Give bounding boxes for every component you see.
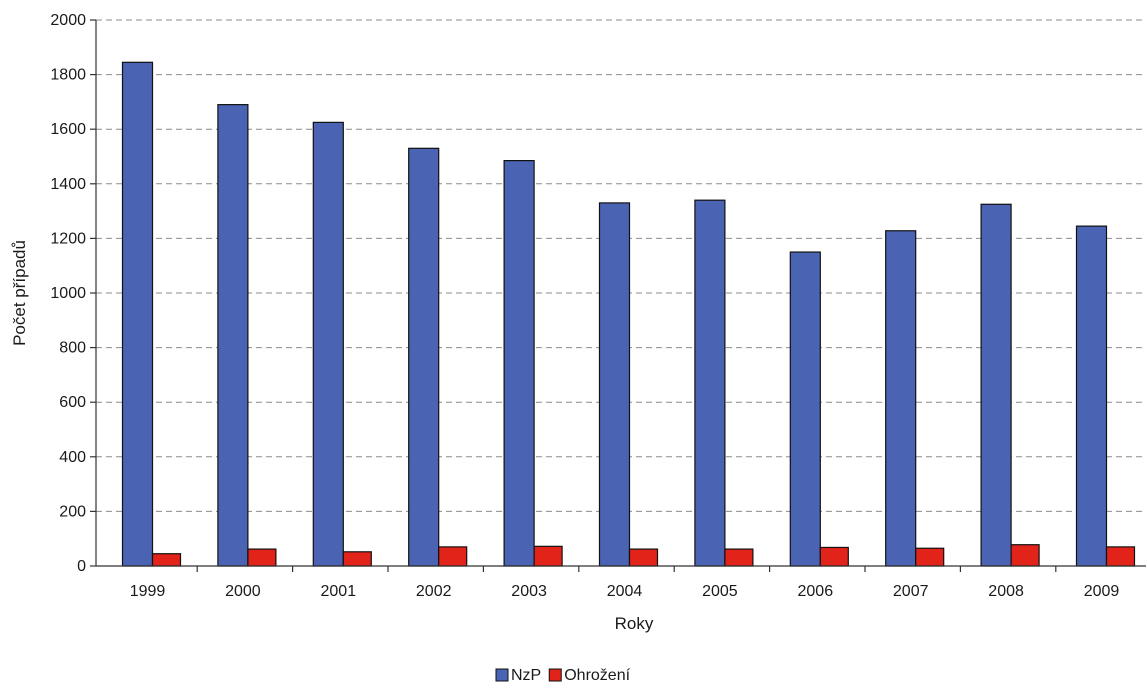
- legend-label-0: NzP: [511, 667, 541, 684]
- bar-ohrozeni-2002: [438, 546, 468, 567]
- legend-label-1: Ohrožení: [564, 667, 630, 684]
- y-tick-label: 600: [59, 394, 86, 411]
- bar-nzp-2000: [217, 104, 249, 567]
- axes: [90, 19, 1146, 572]
- y-tick-label: 800: [59, 340, 86, 357]
- x-tick-label: 2008: [988, 583, 1024, 600]
- y-tick-label: 1800: [50, 67, 86, 84]
- bar-ohrozeni-2008: [1010, 544, 1040, 567]
- x-tick-label: 2003: [511, 583, 547, 600]
- bar-ohrozeni-2005: [724, 548, 754, 567]
- bar-ohrozeni-2003: [533, 545, 563, 567]
- x-tick-label: 2009: [1084, 583, 1120, 600]
- x-tick-label: 2007: [893, 583, 929, 600]
- bar-ohrozeni-1999: [151, 553, 182, 567]
- bar-nzp-1999: [121, 61, 154, 567]
- x-tick-label: 2002: [416, 583, 452, 600]
- bar-ohrozeni-2006: [819, 546, 849, 567]
- legend-swatch-1: [548, 668, 562, 682]
- bar-nzp-2005: [694, 199, 726, 567]
- y-tick-labels: 0 200 400 600 800 1000 1200 1400 1600 1800 2000: [50, 12, 86, 575]
- x-tick-label: 2001: [321, 583, 357, 600]
- bar-ohrozeni-2009: [1105, 546, 1136, 567]
- y-tick-label: 1000: [50, 285, 86, 302]
- bar-nzp-2003: [503, 159, 535, 567]
- bar-ohrozeni-2000: [247, 548, 277, 567]
- bar-nzp-2006: [789, 251, 821, 567]
- bar-nzp-2009: [1075, 225, 1108, 567]
- legend-swatch-0: [495, 668, 509, 682]
- x-tick-label: 2000: [225, 583, 261, 600]
- x-axis-title: Roky: [615, 614, 654, 633]
- x-tick-labels: 1999 2000 2001 2002 2003 2004 2005 2006 2007 2008…: [130, 583, 1120, 600]
- bar-ohrozeni-2001: [342, 551, 372, 567]
- y-tick-label: 200: [59, 503, 86, 520]
- y-tick-label: 1400: [50, 176, 86, 193]
- y-tick-label: 400: [59, 449, 86, 466]
- bar-nzp-2008: [980, 203, 1012, 567]
- legend: NzP Ohrožení: [495, 667, 631, 684]
- bar-ohrozeni-2004: [628, 548, 659, 567]
- x-tick-label: 2004: [607, 583, 643, 600]
- x-tick-label: 1999: [130, 583, 166, 600]
- y-axis-title: Počet případů: [10, 240, 29, 346]
- bar-ohrozeni-2007: [915, 547, 945, 567]
- bar-nzp-2001: [312, 121, 344, 567]
- x-tick-label: 2006: [798, 583, 834, 600]
- y-tick-label: 1200: [50, 230, 86, 247]
- y-tick-label: 1600: [50, 121, 86, 138]
- bar-nzp-2004: [598, 202, 631, 567]
- bars: [121, 61, 1136, 567]
- y-tick-label: 2000: [50, 12, 86, 29]
- bar-nzp-2007: [885, 230, 917, 567]
- bar-nzp-2002: [408, 147, 440, 567]
- y-tick-label: 0: [77, 558, 86, 575]
- x-tick-label: 2005: [702, 583, 738, 600]
